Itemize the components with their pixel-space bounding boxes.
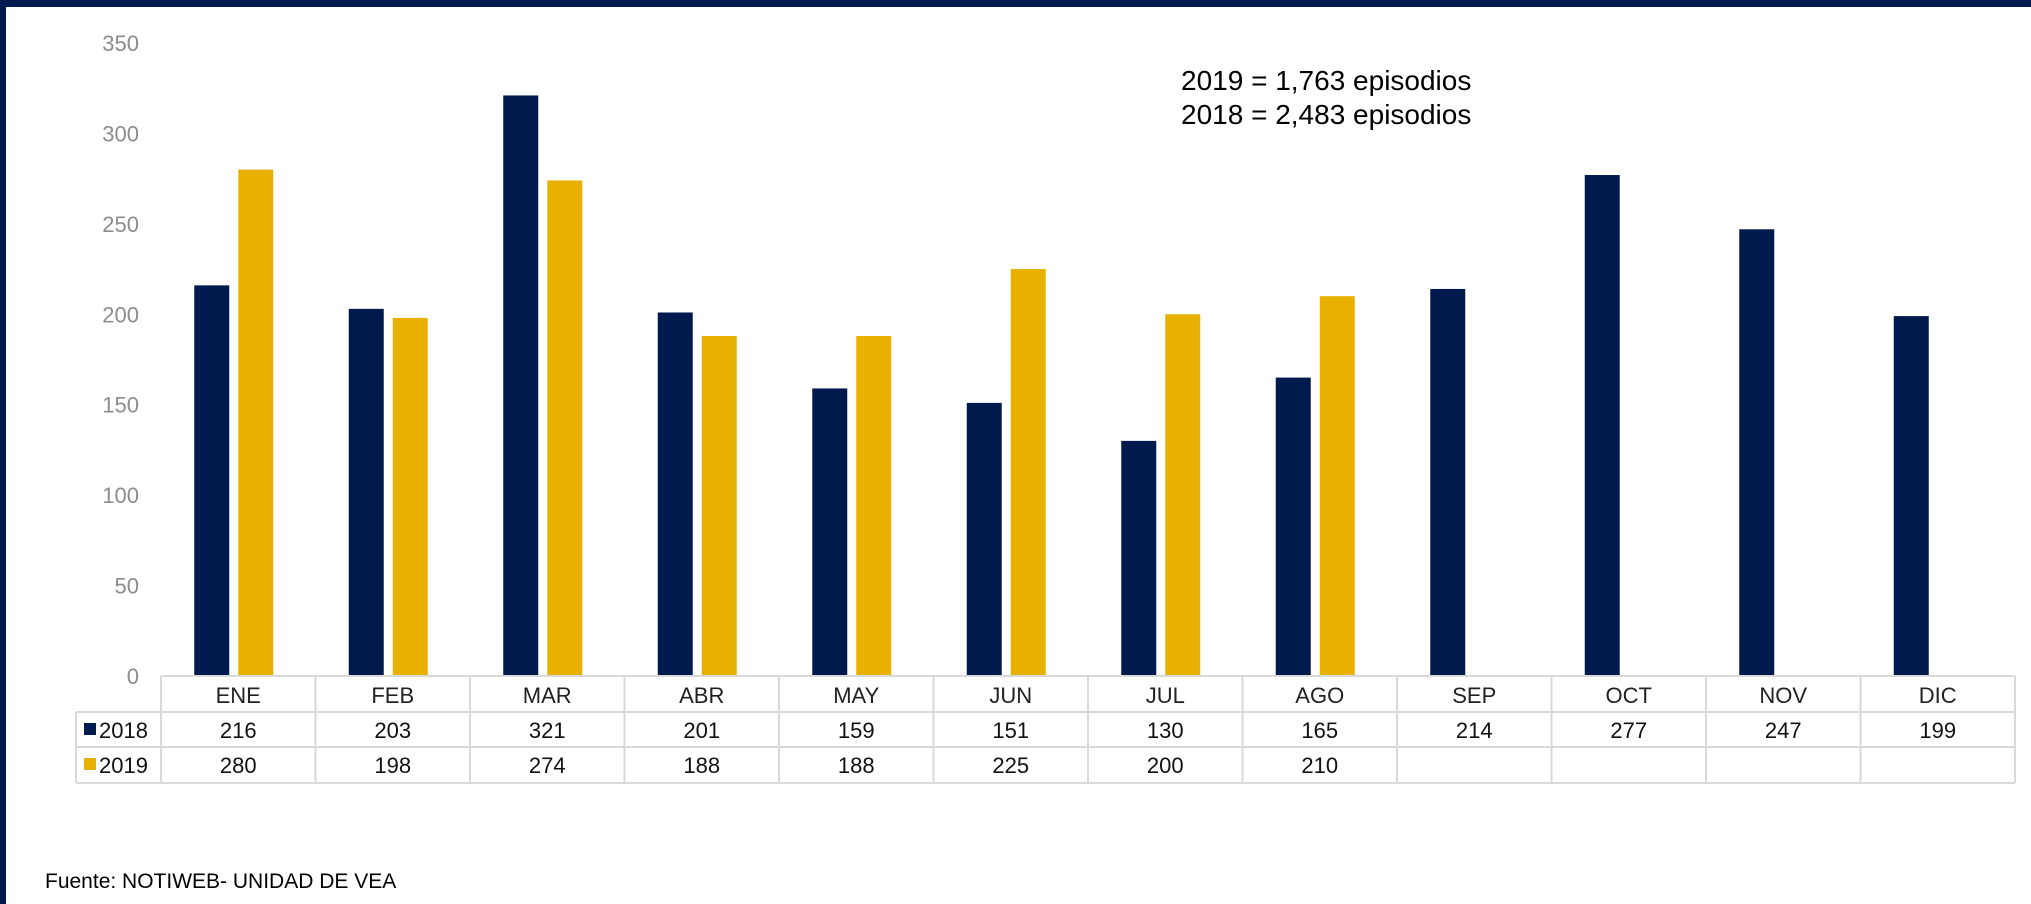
data-label-2018: 214 <box>1456 718 1493 743</box>
data-label-2018: 203 <box>374 718 411 743</box>
x-tick-label: JUN <box>989 683 1032 708</box>
bar-2018-mar <box>503 95 539 677</box>
y-tick-label: 100 <box>102 483 139 508</box>
y-tick-label: 0 <box>127 664 139 689</box>
bar-2019-abr <box>701 335 737 676</box>
data-label-2019: 198 <box>374 753 411 778</box>
x-tick-label: MAR <box>523 683 572 708</box>
data-label-2018: 216 <box>220 718 257 743</box>
data-label-2019: 225 <box>992 753 1029 778</box>
data-label-2018: 321 <box>529 718 566 743</box>
data-label-2018: 277 <box>1610 718 1647 743</box>
x-tick-label: JUL <box>1146 683 1185 708</box>
y-tick-label: 250 <box>102 212 139 237</box>
y-tick-label: 200 <box>102 302 139 327</box>
x-tick-label: AGO <box>1295 683 1344 708</box>
x-tick-label: MAY <box>833 683 879 708</box>
legend-label-2019: 2019 <box>99 753 148 778</box>
bar-2018-abr <box>657 312 693 676</box>
bar-2018-sep <box>1430 288 1466 676</box>
bar-2018-ene <box>194 285 230 676</box>
bar-2019-mar <box>547 180 583 677</box>
y-tick-label: 300 <box>102 121 139 146</box>
y-tick-label: 50 <box>115 574 139 599</box>
bar-2019-may <box>856 335 892 676</box>
data-label-2018: 130 <box>1147 718 1184 743</box>
annotation-2019: 2019 = 1,763 episodios <box>1181 65 1472 96</box>
data-label-2019: 188 <box>683 753 720 778</box>
data-label-2019: 200 <box>1147 753 1184 778</box>
data-label-2018: 201 <box>683 718 720 743</box>
annotation-2018: 2018 = 2,483 episodios <box>1181 99 1472 130</box>
data-label-2019: 280 <box>220 753 257 778</box>
bar-2019-jun <box>1010 269 1046 676</box>
bar-2018-feb <box>348 308 384 676</box>
data-label-2018: 151 <box>992 718 1029 743</box>
bar-2019-feb <box>392 317 428 676</box>
legend-swatch-2018 <box>84 723 96 735</box>
legend-swatch-2019 <box>84 758 96 770</box>
bar-2018-may <box>812 388 848 676</box>
bar-2018-dic <box>1893 316 1929 676</box>
x-tick-label: OCT <box>1606 683 1652 708</box>
x-tick-label: NOV <box>1759 683 1807 708</box>
data-label-2018: 247 <box>1765 718 1802 743</box>
bar-2019-ago <box>1319 296 1355 676</box>
data-label-2019: 188 <box>838 753 875 778</box>
totals-annotation: 2019 = 1,763 episodios 2018 = 2,483 epis… <box>1181 64 1471 132</box>
data-label-2018: 159 <box>838 718 875 743</box>
bar-2019-ene <box>238 169 274 676</box>
data-label-2018: 199 <box>1919 718 1956 743</box>
x-tick-label: SEP <box>1452 683 1496 708</box>
bar-2018-ago <box>1275 377 1311 676</box>
y-tick-label: 150 <box>102 393 139 418</box>
bar-2018-jun <box>966 402 1002 676</box>
bar-2019-jul <box>1165 314 1201 676</box>
x-tick-label: ABR <box>679 683 724 708</box>
data-label-2019: 274 <box>529 753 566 778</box>
bar-2018-jul <box>1121 440 1157 676</box>
x-tick-label: ENE <box>216 683 261 708</box>
data-label-2018: 165 <box>1301 718 1338 743</box>
legend-label-2018: 2018 <box>99 718 148 743</box>
y-tick-label: 350 <box>102 31 139 56</box>
x-tick-label: DIC <box>1919 683 1957 708</box>
data-label-2019: 210 <box>1301 753 1338 778</box>
source-note: Fuente: NOTIWEB- UNIDAD DE VEA <box>45 870 397 893</box>
bar-2018-oct <box>1584 175 1620 677</box>
bar-2018-nov <box>1739 229 1775 677</box>
x-tick-label: FEB <box>371 683 414 708</box>
